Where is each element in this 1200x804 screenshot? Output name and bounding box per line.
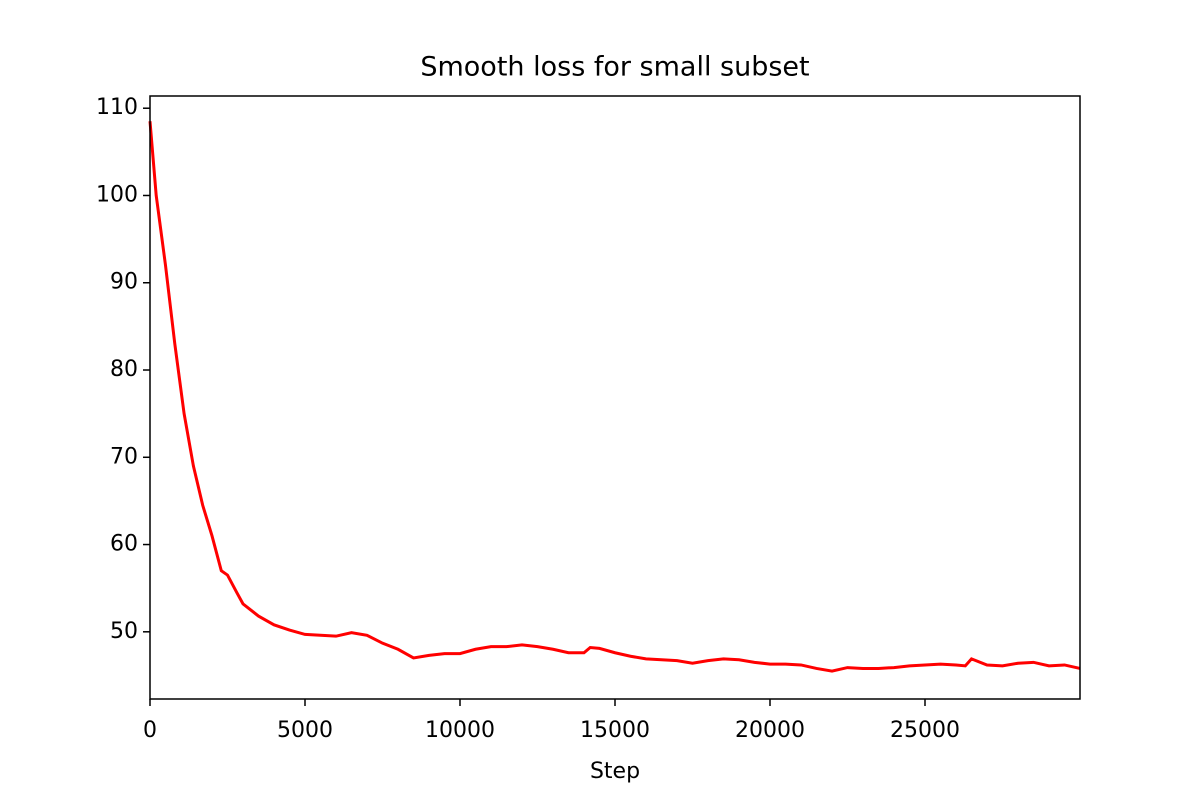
y-tick-label: 100 (96, 182, 138, 207)
chart-title: Smooth loss for small subset (420, 52, 809, 83)
x-tick-label: 5000 (277, 718, 333, 743)
x-tick-label: 10000 (425, 718, 495, 743)
y-tick-label: 60 (110, 532, 138, 557)
x-axis-label: Step (590, 759, 640, 784)
y-tick-label: 80 (110, 357, 138, 382)
line (148, 121, 1081, 673)
plot-frame (149, 95, 1081, 700)
x-tick-label: 0 (143, 718, 157, 743)
y-tick-label: 70 (110, 444, 138, 469)
x-tick-label: 25000 (890, 718, 960, 743)
x-tick-label: 15000 (580, 718, 650, 743)
y-tick-label: 90 (110, 270, 138, 295)
y-tick-label: 50 (110, 619, 138, 644)
x-tick-label: 20000 (735, 718, 805, 743)
y-tick-label: 110 (96, 95, 138, 120)
